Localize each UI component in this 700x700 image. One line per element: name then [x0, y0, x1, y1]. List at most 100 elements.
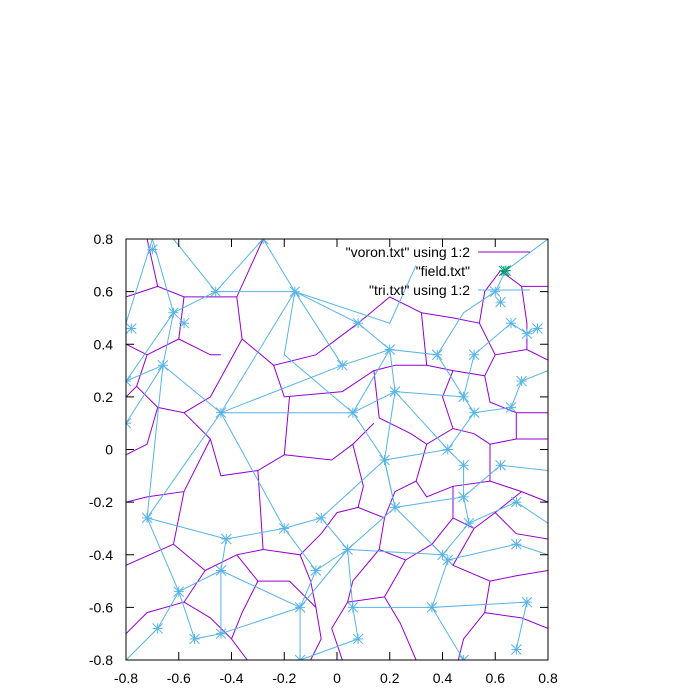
voronoi-edge-14: [173, 543, 264, 572]
field-point-13: [347, 407, 359, 419]
voronoi-edge-4: [236, 296, 391, 366]
legend-label-tri: "tri.txt" using 1:2: [369, 282, 470, 298]
voronoi-edge-35: [431, 528, 475, 567]
voronoi-edge-41: [331, 601, 349, 660]
triangulation-edge-10: [383, 390, 475, 461]
field-point-30: [458, 491, 469, 503]
field-point-45: [215, 565, 227, 576]
voronoi-edge-9: [126, 438, 211, 503]
plot-frame: [125, 238, 549, 661]
field-point-53: [294, 654, 306, 660]
legend: "voron.txt" using 1:2 "field.txt" "tri.t…: [346, 244, 530, 298]
x-tick-label-7: 0.6: [486, 670, 506, 686]
voronoi-edge-22: [389, 296, 428, 366]
field-point-49: [189, 633, 200, 645]
field-point-20: [521, 328, 533, 340]
field-point-23: [505, 402, 517, 413]
x-tick-label-2: -0.4: [219, 670, 243, 686]
triangulation-edge-3: [126, 365, 222, 520]
field-point-46: [141, 512, 153, 524]
x-tick-label-5: 0.2: [380, 670, 400, 686]
voronoi-edge-18: [231, 580, 259, 640]
voronoi-edge-21: [373, 370, 475, 445]
field-point-3: [178, 317, 190, 329]
field-point-18: [489, 286, 501, 297]
field-point-26: [458, 459, 469, 471]
field-point-0: [126, 323, 137, 334]
triangulation-edge-14: [320, 507, 396, 551]
x-tick-label-6: 0.4: [433, 670, 453, 686]
field-point-25: [442, 444, 454, 455]
triangulation-edge-11: [447, 449, 548, 498]
field-point-8: [157, 359, 169, 371]
field-point-6: [289, 286, 301, 297]
voronoi-edge-19: [320, 444, 364, 534]
field-point-1: [147, 244, 158, 255]
voronoi-edge-39: [484, 612, 548, 629]
y-tick-label-1: 0.6: [94, 284, 114, 300]
field-point-16: [458, 391, 469, 403]
triangulation-edge-6: [352, 347, 396, 461]
triangulation-edge-22: [299, 549, 348, 660]
voronoi-edge-29: [473, 433, 548, 445]
triangulation-edge-25: [220, 606, 301, 635]
voronoi-edge-0: [146, 239, 264, 298]
field-point-17: [468, 349, 480, 361]
field-point-41: [352, 633, 364, 645]
voronoi-edge-2: [126, 296, 185, 356]
voronoi-edge-25: [478, 322, 496, 356]
field-point-52: [310, 565, 322, 576]
field-point-44: [220, 533, 232, 545]
field-point-54: [458, 654, 469, 660]
field-point-28: [379, 454, 390, 466]
triangulation-edge-16: [431, 559, 528, 650]
voronoi-edge-31: [489, 444, 548, 503]
field-point-42: [315, 512, 327, 524]
field-point-2: [168, 307, 179, 319]
triangulation-edge-0: [126, 239, 217, 382]
voronoi-edge-42: [384, 596, 417, 660]
x-tick-label-3: -0.2: [272, 670, 296, 686]
voronoi-edge-26: [521, 286, 528, 350]
field-point-22: [468, 407, 480, 419]
field-point-56: [495, 296, 506, 308]
field-point-47: [173, 586, 185, 597]
voronoi-edge-13: [126, 491, 185, 566]
triangulation-edges: [126, 239, 548, 660]
field-point-38: [510, 644, 522, 655]
x-tick-label-1: -0.6: [167, 670, 191, 686]
field-point-48: [152, 623, 164, 634]
triangulation-edge-20: [146, 517, 227, 593]
voronoi-edge-1: [126, 285, 158, 298]
field-point-12: [384, 344, 396, 355]
field-point-50: [215, 628, 227, 640]
field-point-27: [495, 459, 506, 471]
voronoi-edge-40: [346, 549, 407, 603]
field-point-15: [431, 349, 443, 361]
triangulation-edge-8: [436, 322, 538, 399]
voronoi-edge-17: [236, 554, 322, 660]
field-point-34: [442, 554, 454, 566]
field-point-37: [521, 596, 533, 608]
voronoi-edge-36: [494, 512, 548, 540]
field-point-32: [510, 496, 522, 508]
y-tick-label-2: 0.4: [94, 336, 114, 352]
voronoi-edge-8: [183, 396, 290, 477]
voronoi-edge-12: [257, 470, 322, 556]
field-point-markers: [126, 239, 543, 660]
field-point-4: [210, 286, 222, 297]
field-point-7: [126, 375, 132, 387]
legend-marker-field: [498, 265, 510, 277]
voronoi-edge-16: [183, 601, 248, 660]
field-point-24: [516, 375, 527, 387]
voronoi-edges: [126, 239, 548, 660]
voronoi-edge-28: [441, 370, 454, 429]
field-point-55: [126, 417, 132, 429]
triangulation-edge-12: [384, 459, 548, 524]
field-point-14: [389, 386, 401, 397]
triangulation-edge-9: [394, 370, 548, 414]
voronoi-edge-32: [415, 480, 491, 498]
triangulation-edge-18: [299, 607, 359, 660]
field-point-5: [257, 239, 269, 245]
field-point-35: [510, 538, 522, 550]
